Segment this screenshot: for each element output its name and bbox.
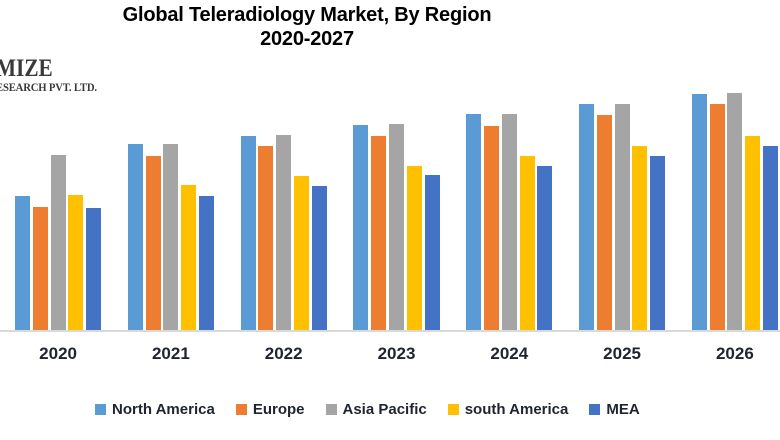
legend-item-asia-pacific: Asia Pacific bbox=[325, 401, 427, 418]
legend-swatch-icon bbox=[95, 404, 106, 415]
bar-2020-north-america bbox=[15, 196, 30, 330]
x-axis-label-2025: 2025 bbox=[603, 344, 642, 363]
bar-2025-south-america bbox=[632, 146, 648, 330]
bar-2021-north-america bbox=[127, 144, 143, 330]
bar-2022-north-america bbox=[240, 136, 256, 330]
bar-2025-north-america bbox=[579, 104, 594, 330]
bar-2020-asia-pacific bbox=[50, 155, 66, 330]
bar-2023-north-america bbox=[353, 125, 369, 330]
bar-2026-south-america bbox=[745, 136, 761, 330]
legend-swatch-icon bbox=[447, 404, 459, 415]
chart-title-line1: Global Teleradiology Market, By Region bbox=[122, 4, 492, 26]
bar-2021-asia-pacific bbox=[163, 144, 179, 330]
logo-text-secondary: ESEARCH PVT. LTD. bbox=[0, 82, 97, 94]
logo-text-primary: MIZE bbox=[0, 55, 53, 82]
bar-2022-mea bbox=[311, 186, 327, 330]
legend-swatch-icon bbox=[589, 404, 601, 415]
x-axis-label-2024: 2024 bbox=[490, 344, 529, 363]
legend-label: Asia Pacific bbox=[342, 401, 427, 418]
bar-2023-asia-pacific bbox=[389, 124, 404, 330]
legend-item-south-america: south America bbox=[447, 401, 569, 418]
x-axis-label-2021: 2021 bbox=[151, 344, 190, 363]
bar-2024-north-america bbox=[466, 114, 482, 330]
bar-2020-europe bbox=[32, 207, 48, 330]
legend-label: Europe bbox=[252, 401, 305, 418]
bar-2024-europe bbox=[484, 126, 499, 330]
bar-2021-south-america bbox=[181, 185, 197, 330]
legend-label: North America bbox=[112, 401, 215, 418]
bar-2026-mea bbox=[763, 146, 778, 330]
legend-item-europe: Europe bbox=[235, 401, 305, 418]
bar-2022-asia-pacific bbox=[276, 135, 292, 330]
bar-2020-south-america bbox=[68, 195, 84, 330]
maximize-research-logo: MIZE ESEARCH PVT. LTD. bbox=[0, 56, 104, 95]
bar-2025-mea bbox=[650, 156, 666, 330]
bar-2021-europe bbox=[145, 156, 161, 330]
x-axis-label-2020: 2020 bbox=[39, 344, 78, 363]
x-axis-line bbox=[0, 330, 780, 332]
x-axis-label-2026: 2026 bbox=[715, 344, 754, 363]
bar-2023-mea bbox=[424, 175, 440, 330]
bar-2024-south-america bbox=[519, 156, 535, 330]
legend-swatch-icon bbox=[235, 404, 247, 415]
legend-label: MEA bbox=[606, 401, 640, 418]
bar-2024-mea bbox=[537, 166, 553, 330]
bar-2023-south-america bbox=[406, 166, 422, 330]
bar-2022-europe bbox=[258, 146, 274, 330]
legend-label: south America bbox=[464, 401, 569, 418]
legend-item-mea: MEA bbox=[589, 401, 640, 418]
bar-2021-mea bbox=[199, 196, 214, 330]
legend-swatch-icon bbox=[325, 404, 337, 415]
x-axis-label-2022: 2022 bbox=[264, 344, 303, 363]
bar-2025-asia-pacific bbox=[614, 104, 630, 330]
bar-2022-south-america bbox=[294, 176, 309, 330]
bar-2024-asia-pacific bbox=[501, 114, 517, 330]
bar-2026-north-america bbox=[691, 94, 707, 330]
bar-2025-europe bbox=[596, 115, 612, 330]
bar-2026-europe bbox=[709, 104, 725, 330]
bar-2026-asia-pacific bbox=[727, 93, 743, 330]
x-axis-label-2023: 2023 bbox=[377, 344, 416, 363]
chart-title: Global Teleradiology Market, By Region 2… bbox=[0, 3, 614, 51]
chart-title-line2: 2020-2027 bbox=[260, 28, 354, 50]
legend-item-north-america: North America bbox=[95, 401, 215, 418]
bar-2023-europe bbox=[371, 136, 387, 330]
bar-2020-mea bbox=[86, 208, 102, 330]
legend: North America Europe Asia Pacific south Ame… bbox=[95, 401, 640, 418]
